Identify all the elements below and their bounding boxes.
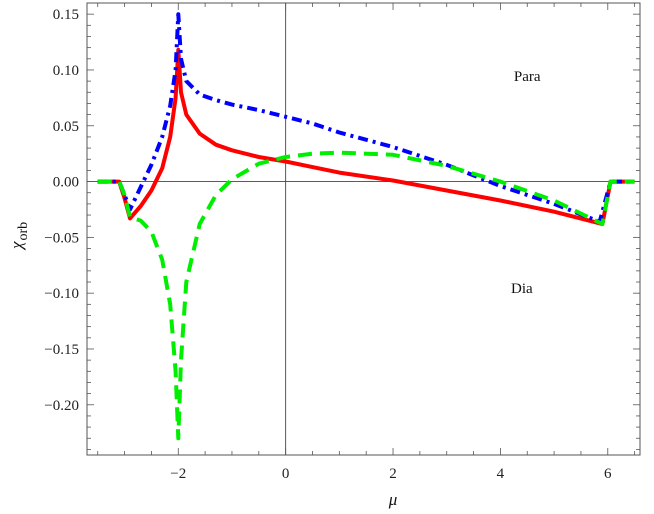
y-tick-label: −0.15 bbox=[44, 342, 79, 358]
y-axis-title: χorb bbox=[7, 222, 31, 251]
x-tick-label: 6 bbox=[604, 466, 612, 482]
y-tick-label: 0.05 bbox=[53, 119, 79, 135]
x-tick-label: −2 bbox=[170, 466, 186, 482]
axis-titles: μ χorb bbox=[7, 222, 397, 509]
y-tick-label: −0.20 bbox=[44, 398, 79, 414]
y-tick-label: −0.10 bbox=[44, 286, 79, 302]
y-tick-label: 0.10 bbox=[53, 63, 79, 79]
series-line-2 bbox=[97, 12, 635, 224]
zero-axes bbox=[87, 3, 640, 455]
plot-frame bbox=[86, 2, 641, 456]
y-tick-label: −0.05 bbox=[44, 230, 79, 246]
y-tick-label: 0.00 bbox=[53, 175, 79, 191]
annotations: Para Dia bbox=[511, 69, 541, 297]
series-line-1 bbox=[97, 47, 635, 226]
x-axis-title: μ bbox=[388, 490, 398, 509]
y-axis-subscript: orb bbox=[16, 222, 31, 241]
y-axis-symbol: χ bbox=[7, 241, 26, 251]
series-line-3 bbox=[97, 150, 635, 441]
annotation-para: Para bbox=[514, 69, 541, 85]
y-tick-label: 0.15 bbox=[53, 7, 79, 23]
tick-labels: −2 0 2 4 6 0.15 0.10 0.05 0.00 −0.05 −0.10 −0.15 −0.… bbox=[44, 7, 612, 482]
x-tick-label: 4 bbox=[497, 466, 505, 482]
plot-border bbox=[86, 2, 641, 456]
axis-ticks bbox=[87, 3, 640, 455]
x-tick-label: 2 bbox=[389, 466, 397, 482]
x-tick-label: 0 bbox=[282, 466, 290, 482]
series-lines bbox=[97, 12, 635, 441]
annotation-dia: Dia bbox=[511, 281, 533, 297]
